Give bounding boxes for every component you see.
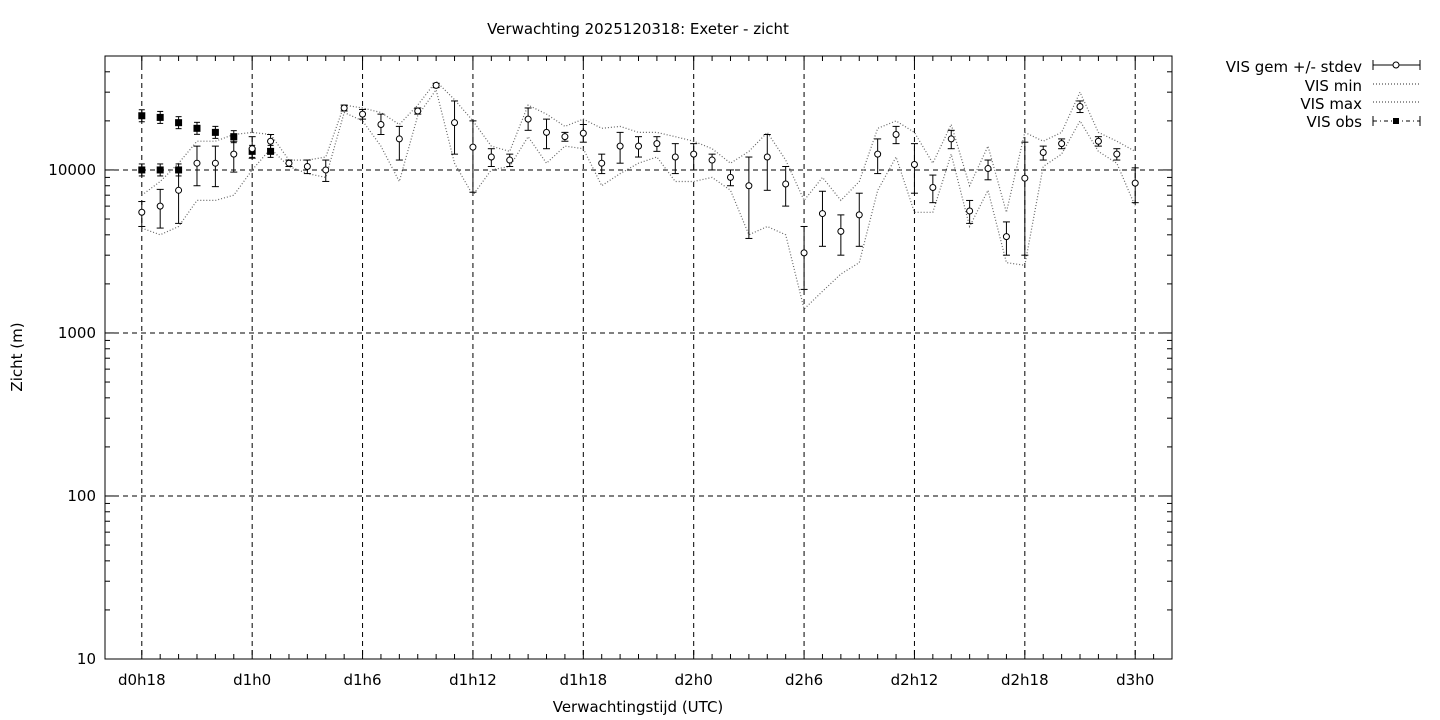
mean-point	[1113, 150, 1121, 158]
y-tick-label: 100	[67, 487, 96, 505]
mean-point	[1131, 179, 1139, 187]
mean-point	[910, 160, 918, 168]
x-tick-labels: d0h18 d1h0 d1h6 d1h12 d1h18 d2h0 d2h6 d2h12 d2h1…	[118, 671, 1154, 689]
y-tick-labels: 10 100 1000 10000	[48, 161, 96, 668]
vis-min-line	[141, 88, 1136, 311]
legend-label-obs: VIS obs	[1307, 113, 1363, 131]
mean-point	[267, 137, 275, 145]
x-tick-label: d0h18	[118, 671, 166, 689]
mean-point	[340, 104, 348, 112]
obs-point	[138, 112, 146, 120]
obs-point	[211, 128, 219, 136]
mean-point	[690, 150, 698, 158]
mean-point	[506, 156, 514, 164]
mean-point	[524, 115, 532, 123]
legend-label-gem: VIS gem +/- stdev	[1226, 58, 1362, 76]
obs-point	[138, 166, 146, 174]
mean-point	[818, 210, 826, 218]
mean-point	[487, 153, 495, 161]
mean-point	[1002, 233, 1010, 241]
mean-point	[800, 249, 808, 257]
obs-point	[175, 119, 183, 127]
mean-point	[726, 173, 734, 181]
mean-point	[322, 166, 330, 174]
mean-point	[782, 180, 790, 188]
observation-markers	[138, 109, 275, 177]
mean-point	[966, 207, 974, 215]
legend-sample-gem	[1372, 60, 1421, 70]
mean-point	[671, 153, 679, 161]
obs-point	[156, 113, 164, 121]
mean-point	[745, 182, 753, 190]
mean-point	[579, 129, 587, 137]
x-axis-label: Verwachtingstijd (UTC)	[553, 698, 724, 716]
y-tick-label: 10	[77, 650, 96, 668]
mean-point	[1021, 174, 1029, 182]
x-tick-label: d1h12	[449, 671, 497, 689]
mean-point	[1094, 137, 1102, 145]
mean-point	[451, 119, 459, 127]
x-tick-label: d2h0	[675, 671, 713, 689]
mean-point	[837, 227, 845, 235]
obs-point	[175, 166, 183, 174]
mean-point	[929, 184, 937, 192]
x-tick-label: d1h0	[233, 671, 271, 689]
obs-point	[193, 124, 201, 132]
legend-label-min: VIS min	[1305, 77, 1362, 95]
mean-point	[543, 128, 551, 136]
mean-point	[598, 159, 606, 167]
legend-label-max: VIS max	[1300, 95, 1362, 113]
mean-point	[892, 130, 900, 138]
y-axis-label: Zicht (m)	[8, 322, 26, 391]
mean-point	[414, 107, 422, 115]
mean-point	[616, 142, 624, 150]
min-max-lines	[141, 80, 1136, 311]
obs-point	[156, 166, 164, 174]
mean-point	[1076, 103, 1084, 111]
x-tick-label: d2h12	[891, 671, 939, 689]
mean-point	[469, 143, 477, 151]
chart-title: Verwachting 2025120318: Exeter - zicht	[487, 20, 789, 38]
x-tick-label: d3h0	[1116, 671, 1154, 689]
error-bars	[138, 82, 1139, 290]
x-tick-label: d2h6	[785, 671, 823, 689]
y-tick-label: 10000	[48, 161, 96, 179]
mean-markers	[138, 81, 1139, 257]
mean-point	[175, 186, 183, 194]
mean-point	[211, 159, 219, 167]
mean-point	[248, 145, 256, 153]
mean-point	[947, 135, 955, 143]
legend: VIS gem +/- stdev VIS min VIS max VIS ob…	[1226, 58, 1421, 131]
x-tick-label: d2h18	[1001, 671, 1049, 689]
mean-point	[763, 153, 771, 161]
mean-point	[193, 159, 201, 167]
mean-point	[561, 133, 569, 141]
mean-point	[653, 140, 661, 148]
mean-point	[377, 121, 385, 129]
mean-point	[432, 81, 440, 89]
mean-point	[230, 150, 238, 158]
obs-point	[267, 147, 275, 155]
x-tick-label: d1h6	[343, 671, 381, 689]
x-tick-label: d1h18	[559, 671, 607, 689]
obs-point	[230, 133, 238, 141]
mean-point	[1058, 140, 1066, 148]
legend-sample-obs	[1372, 116, 1421, 126]
axis-ticks	[105, 55, 1172, 660]
mean-point	[285, 159, 293, 167]
mean-point	[138, 208, 146, 216]
mean-point	[635, 142, 642, 150]
mean-point	[874, 150, 882, 158]
mean-point	[156, 202, 164, 210]
vis-max-line	[141, 80, 1136, 213]
mean-point	[984, 165, 992, 173]
mean-point	[359, 110, 367, 118]
mean-point	[1039, 148, 1047, 156]
mean-point	[395, 135, 403, 143]
mean-point	[708, 156, 716, 164]
mean-point	[303, 162, 311, 170]
mean-point	[855, 211, 863, 219]
y-tick-label: 1000	[58, 324, 96, 342]
